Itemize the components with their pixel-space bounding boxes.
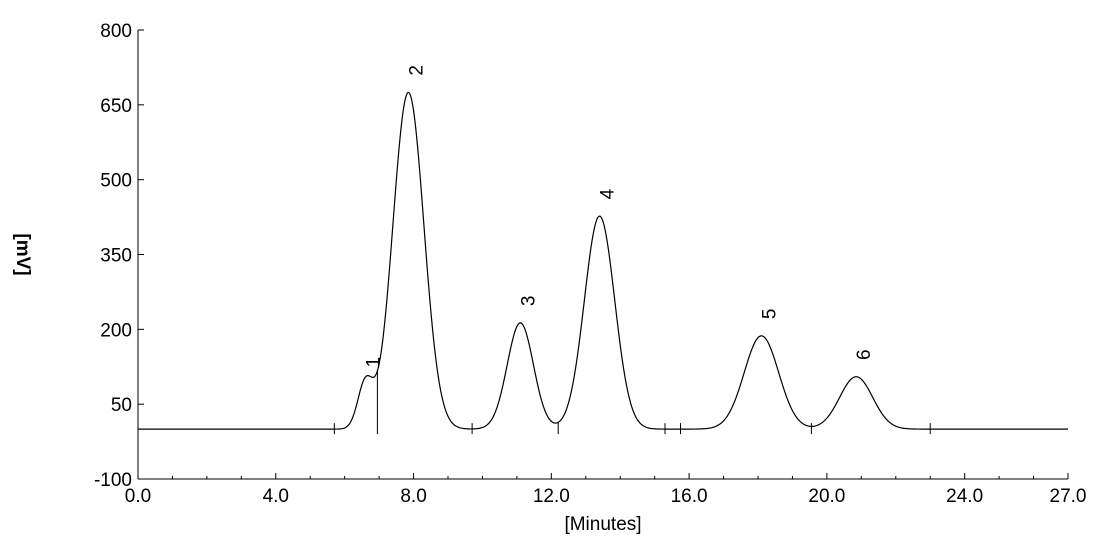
- y-tick-label: 500: [100, 171, 132, 192]
- peak-label: 4: [598, 188, 619, 199]
- x-tick-label: 24.0: [946, 486, 983, 507]
- x-tick-label: 12.0: [533, 486, 570, 507]
- y-tick-label: 650: [100, 96, 132, 117]
- baseline-markers: [333, 370, 931, 435]
- x-axis-label: [Minutes]: [564, 514, 641, 535]
- y-tick-label: 800: [100, 21, 132, 42]
- y-tick-label: 50: [111, 395, 132, 416]
- chromatogram-trace: [138, 91, 1068, 430]
- y-tick-label: 200: [100, 320, 132, 341]
- y-tick-label: 350: [100, 246, 132, 267]
- x-axis-ticks: 0.0 4.0 8.0 12.0 16.0 20.0 24.0 27.0: [125, 473, 1087, 507]
- peak-labels: 1 2 3 4 5 6: [363, 65, 875, 367]
- x-tick-label: 20.0: [808, 486, 845, 507]
- peak-label: 5: [759, 309, 780, 320]
- y-axis-label: [mV]: [12, 233, 33, 275]
- peak-label: 1: [363, 357, 384, 368]
- x-tick-label: 8.0: [400, 486, 426, 507]
- y-tick-label: -100: [94, 470, 132, 491]
- axes: [137, 30, 1068, 480]
- x-tick-label: 27.0: [1050, 486, 1087, 507]
- peak-label: 3: [518, 296, 539, 307]
- x-tick-label: 0.0: [125, 486, 151, 507]
- y-axis-ticks: -100 50 200 350 500 650 800: [94, 21, 144, 491]
- peak-label: 6: [854, 349, 875, 360]
- peak-label: 2: [406, 65, 427, 76]
- x-tick-label: 16.0: [671, 486, 708, 507]
- x-tick-label: 4.0: [263, 486, 289, 507]
